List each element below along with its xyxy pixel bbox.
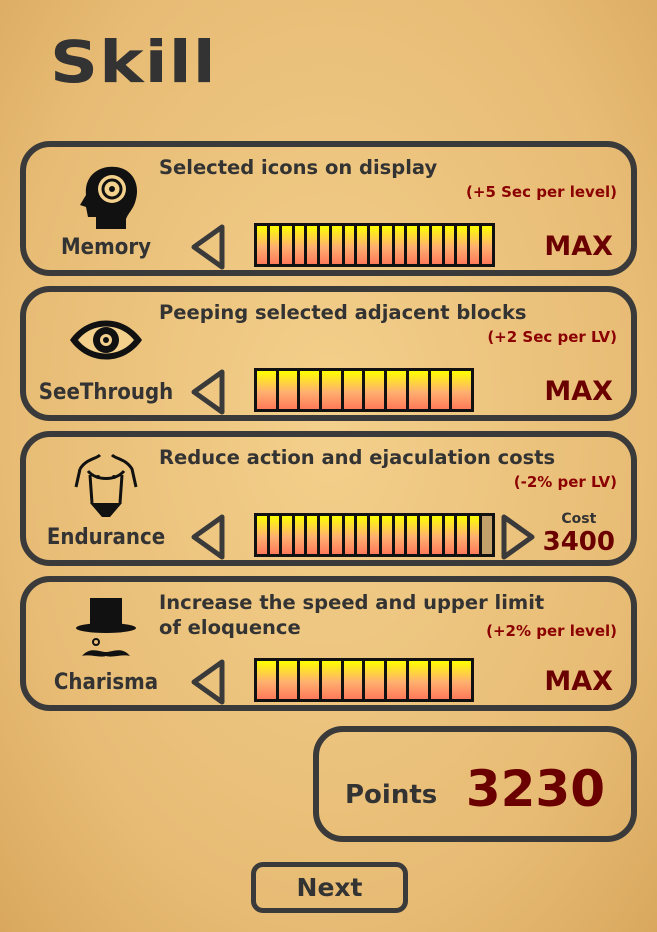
level-segment-filled [469, 516, 479, 554]
level-segment-filled [408, 661, 428, 699]
level-segment-filled [469, 226, 479, 264]
level-segment-filled [382, 516, 392, 554]
level-segment-filled [430, 371, 450, 409]
level-segment-filled [407, 516, 417, 554]
level-segment-filled [322, 371, 341, 409]
level-segment-filled [430, 661, 450, 699]
level-segment-filled [394, 516, 404, 554]
level-segment-filled [307, 516, 317, 554]
level-segment-filled [344, 226, 354, 264]
max-label: MAX [544, 231, 613, 262]
skill-card-memory: Memory Selected icons on display (+5 Sec… [20, 141, 637, 276]
level-segment-filled [269, 226, 279, 264]
level-segment-filled [394, 226, 404, 264]
level-segment-filled [369, 226, 379, 264]
level-segment-filled [407, 226, 417, 264]
skill-card-endurance: Endurance Reduce action and ejaculation … [20, 431, 637, 566]
skill-note: (+5 Sec per level) [466, 183, 617, 201]
page-title: Skill [50, 28, 217, 96]
skill-name: Endurance [46, 525, 166, 550]
skill-note: (+2 Sec per LV) [487, 328, 617, 346]
level-segment-filled [294, 226, 304, 264]
level-segment-filled [408, 371, 428, 409]
max-label: MAX [544, 666, 613, 697]
skill-description: Increase the speed and upper limit of el… [159, 591, 545, 639]
level-segment-filled [382, 226, 392, 264]
max-label: MAX [544, 376, 613, 407]
skill-description: Reduce action and ejaculation costs [159, 446, 556, 469]
level-segment-filled [452, 371, 471, 409]
points-value: 3230 [465, 760, 605, 818]
level-segment-filled [257, 516, 267, 554]
level-bar [254, 368, 474, 412]
level-segment-filled [369, 516, 379, 554]
increase-arrow-button[interactable] [498, 513, 538, 561]
level-segment-filled [322, 661, 341, 699]
level-segment-filled [269, 516, 279, 554]
level-segment-filled [343, 371, 363, 409]
top-hat-mustache-icon [76, 598, 136, 657]
skill-card-charisma: Charisma Increase the speed and upper li… [20, 576, 637, 711]
skill-name: Memory [60, 235, 152, 260]
level-segment-filled [257, 661, 276, 699]
level-segment-filled [482, 226, 492, 264]
level-segment-filled [300, 661, 320, 699]
cost-label: Cost [561, 511, 597, 527]
level-segment-filled [387, 661, 406, 699]
level-bar [254, 658, 474, 702]
torso-icon [74, 453, 138, 517]
level-segment-filled [319, 226, 329, 264]
skill-description: Selected icons on display [159, 156, 438, 179]
cost-display: Cost 3400 [543, 511, 615, 557]
level-segment-filled [257, 226, 267, 264]
skill-note: (+2% per level) [486, 622, 617, 640]
level-bar [254, 223, 495, 267]
eye-icon [70, 320, 142, 360]
level-segment-filled [357, 226, 367, 264]
next-button[interactable]: Next [251, 862, 408, 913]
level-segment-filled [300, 371, 320, 409]
level-segment-filled [278, 661, 298, 699]
skill-name: Charisma [53, 670, 159, 695]
level-segment-filled [365, 371, 385, 409]
decrease-arrow-button[interactable] [188, 368, 228, 416]
level-segment-filled [307, 226, 317, 264]
level-segment-filled [432, 226, 442, 264]
level-segment-filled [419, 226, 429, 264]
points-panel: Points 3230 [313, 726, 637, 842]
skill-name: SeeThrough [38, 380, 174, 405]
level-segment-filled [332, 226, 342, 264]
level-segment-filled [319, 516, 329, 554]
level-segment-filled [432, 516, 442, 554]
level-segment-filled [282, 226, 292, 264]
cost-value: 3400 [542, 527, 615, 557]
level-segment-filled [457, 226, 467, 264]
decrease-arrow-button[interactable] [188, 223, 228, 271]
level-segment-filled [457, 516, 467, 554]
decrease-arrow-button[interactable] [188, 658, 228, 706]
level-segment-filled [444, 516, 454, 554]
level-segment-filled [452, 661, 471, 699]
level-segment-filled [257, 371, 276, 409]
level-segment-filled [444, 226, 454, 264]
level-segment-filled [282, 516, 292, 554]
skill-description: Peeping selected adjacent blocks [159, 301, 527, 324]
level-segment-filled [344, 516, 354, 554]
level-segment-filled [278, 371, 298, 409]
level-segment-empty [482, 516, 492, 554]
level-segment-filled [332, 516, 342, 554]
level-segment-filled [387, 371, 406, 409]
level-segment-filled [343, 661, 363, 699]
level-segment-filled [357, 516, 367, 554]
points-label: Points [345, 780, 438, 810]
level-segment-filled [294, 516, 304, 554]
level-bar [254, 513, 495, 557]
head-brain-icon [80, 166, 138, 229]
decrease-arrow-button[interactable] [188, 513, 228, 561]
skill-card-seethrough: SeeThrough Peeping selected adjacent blo… [20, 286, 637, 421]
level-segment-filled [419, 516, 429, 554]
skill-note: (-2% per LV) [513, 473, 617, 491]
level-segment-filled [365, 661, 385, 699]
